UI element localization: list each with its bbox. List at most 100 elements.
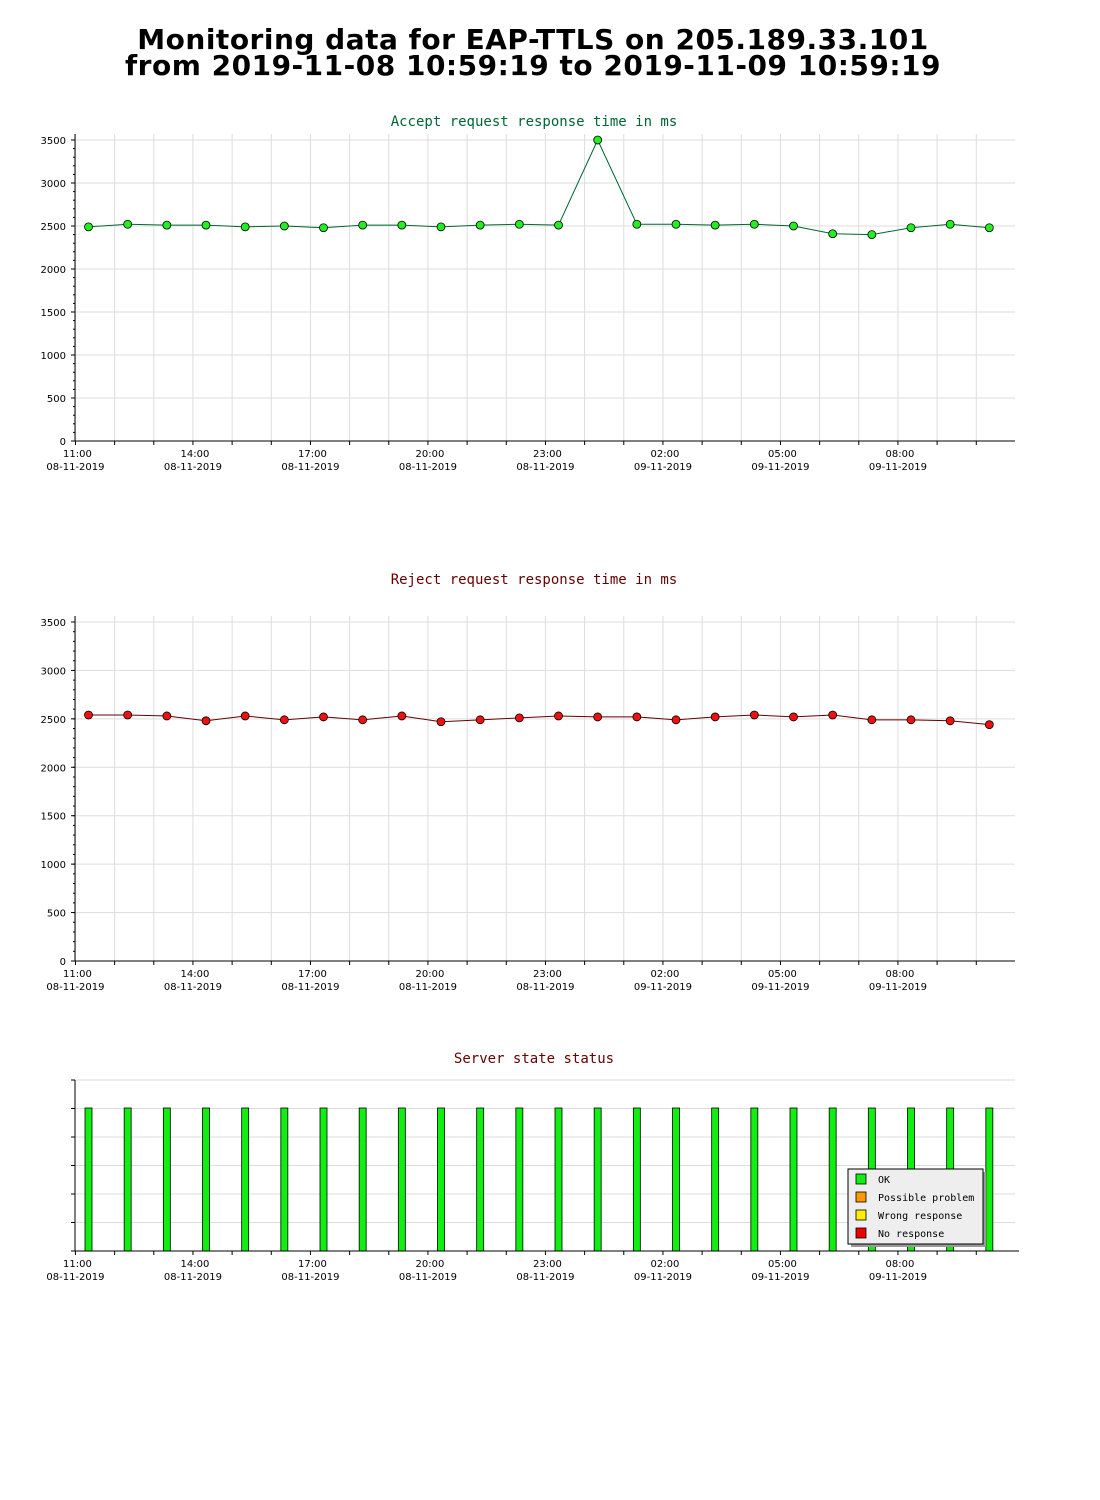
status-bar <box>789 1107 798 1252</box>
accept-data-point <box>867 230 877 240</box>
reject-data-point <box>632 712 642 722</box>
reject-data-point <box>593 712 603 722</box>
accept-data-point <box>984 223 994 233</box>
reject-y-tick-label: 0 <box>60 957 66 968</box>
accept-x-tick-time-label: 23:00 <box>533 449 562 460</box>
reject-data-point <box>436 717 446 727</box>
status-x-tick-time-label: 08:00 <box>886 1259 915 1270</box>
accept-x-tick-time-label: 11:00 <box>63 449 92 460</box>
accept-data-point <box>554 220 563 230</box>
legend-label: Wrong response <box>878 1211 962 1222</box>
accept-data-point <box>632 219 642 229</box>
reject-x-tick-date-label: 09-11-2019 <box>751 982 809 993</box>
reject-y-tick-label: 1500 <box>41 812 66 823</box>
accept-data-point <box>475 220 485 230</box>
reject-data-point <box>984 720 994 730</box>
reject-x-tick-date-label: 08-11-2019 <box>516 982 574 993</box>
status-bar <box>632 1107 641 1252</box>
reject-x-tick-time-label: 17:00 <box>298 969 327 980</box>
status-x-tick-date-label: 09-11-2019 <box>869 1272 927 1283</box>
accept-data-point <box>123 219 133 229</box>
accept-y-tick-label: 3500 <box>41 136 66 147</box>
legend-label: No response <box>878 1229 944 1240</box>
accept-x-tick-date-label: 09-11-2019 <box>634 462 692 473</box>
accept-x-tick-date-label: 08-11-2019 <box>516 462 574 473</box>
accept-data-point <box>514 219 524 229</box>
status-bar <box>280 1107 289 1252</box>
legend-box <box>847 1168 984 1245</box>
accept-data-point <box>201 220 211 230</box>
accept-data-point <box>279 221 289 231</box>
status-bar <box>711 1107 720 1252</box>
status-x-tick-time-label: 11:00 <box>63 1259 92 1270</box>
status-x-tick-date-label: 08-11-2019 <box>164 1272 222 1283</box>
reject-series-line <box>88 714 990 726</box>
accept-x-tick-time-label: 08:00 <box>886 449 915 460</box>
status-x-tick-date-label: 09-11-2019 <box>634 1272 692 1283</box>
reject-x-tick-time-label: 23:00 <box>533 969 562 980</box>
reject-x-tick-date-label: 08-11-2019 <box>164 982 222 993</box>
reject-y-tick-label: 500 <box>47 909 66 920</box>
reject-data-point <box>789 712 798 722</box>
accept-data-point <box>319 223 328 233</box>
reject-y-tick-label: 2000 <box>41 763 66 774</box>
status-x-tick-time-label: 17:00 <box>298 1259 327 1270</box>
status-x-tick-date-label: 08-11-2019 <box>399 1272 457 1283</box>
reject-x-tick-date-label: 08-11-2019 <box>281 982 339 993</box>
reject-x-tick-time-label: 20:00 <box>416 969 445 980</box>
accept-series-line <box>88 138 990 236</box>
legend-swatch <box>855 1191 867 1203</box>
legend-swatch <box>855 1227 867 1239</box>
reject-data-point <box>514 713 524 723</box>
reject-data-point <box>867 715 877 725</box>
status-x-tick-time-label: 14:00 <box>181 1259 210 1270</box>
reject-x-tick-time-label: 05:00 <box>768 969 797 980</box>
accept-data-point <box>906 223 916 233</box>
status-bar <box>358 1107 367 1252</box>
accept-x-tick-time-label: 05:00 <box>768 449 797 460</box>
reject-y-tick-label: 3500 <box>41 618 66 629</box>
accept-x-tick-date-label: 08-11-2019 <box>46 462 104 473</box>
status-bar <box>828 1107 837 1252</box>
reject-data-point <box>475 715 485 725</box>
accept-data-point <box>828 229 838 239</box>
accept-y-tick-label: 500 <box>47 394 66 405</box>
accept-x-tick-date-label: 08-11-2019 <box>164 462 222 473</box>
accept-y-tick-label: 0 <box>60 437 66 448</box>
reject-data-point <box>162 711 172 721</box>
accept-x-tick-time-label: 14:00 <box>181 449 210 460</box>
reject-data-point <box>319 712 328 722</box>
accept-data-point <box>84 222 93 232</box>
reject-data-point <box>945 716 955 726</box>
reject-data-point <box>279 715 289 725</box>
reject-data-point <box>358 715 368 725</box>
legend-swatch <box>855 1173 867 1185</box>
status-bar <box>593 1107 602 1252</box>
reject-data-point <box>201 716 211 726</box>
accept-y-tick-label: 3000 <box>41 179 66 190</box>
status-x-tick-date-label: 08-11-2019 <box>46 1272 104 1283</box>
status-bar <box>84 1107 93 1252</box>
page-title-line-2: from 2019-11-08 10:59:19 to 2019-11-09 1… <box>124 49 942 82</box>
accept-data-point <box>358 220 368 230</box>
status-bar <box>123 1107 132 1252</box>
reject-x-tick-time-label: 14:00 <box>181 969 210 980</box>
legend-label: Possible problem <box>878 1193 974 1204</box>
reject-x-tick-time-label: 08:00 <box>886 969 915 980</box>
reject-y-tick-label: 2500 <box>41 715 66 726</box>
status-x-tick-time-label: 23:00 <box>533 1259 562 1270</box>
accept-y-tick-label: 2500 <box>41 222 66 233</box>
status-x-tick-time-label: 02:00 <box>651 1259 680 1270</box>
accept-data-point <box>710 220 720 230</box>
accept-x-tick-date-label: 08-11-2019 <box>399 462 457 473</box>
legend-label: OK <box>878 1175 890 1186</box>
status-chart-title: Server state status <box>454 1051 614 1067</box>
status-bar <box>437 1107 445 1252</box>
reject-x-tick-time-label: 02:00 <box>651 969 680 980</box>
accept-data-point <box>162 220 172 230</box>
reject-x-tick-date-label: 08-11-2019 <box>399 982 457 993</box>
reject-x-tick-date-label: 08-11-2019 <box>46 982 104 993</box>
status-bar <box>672 1107 680 1252</box>
reject-data-point <box>906 715 916 725</box>
